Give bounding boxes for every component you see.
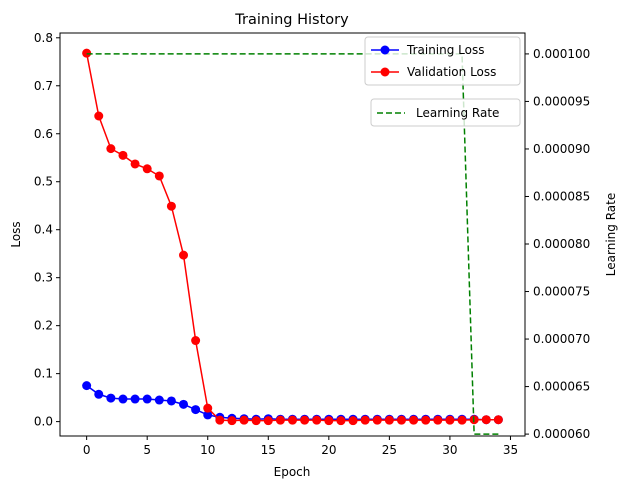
validation-loss-point (288, 415, 297, 425)
y-tick-label: 0.2 (34, 319, 53, 333)
y-axis-right: 0.000060 0.000065 0.000070 0.000075 0.000080… (525, 47, 590, 441)
validation-loss-point (372, 415, 382, 425)
legend-learning-rate: Learning Rate (370, 98, 521, 127)
y-axis-left: 0.0 0.1 0.2 0.3 0.4 0.5 0.6 0.7 0.8 (34, 31, 60, 429)
validation-loss-point (154, 171, 164, 181)
y-axis-title-right: Learning Rate (604, 193, 618, 276)
y2-tick-label: 0.000060 (533, 427, 590, 441)
legend-marker (380, 67, 390, 77)
x-tick-label: 35 (503, 443, 518, 457)
training-loss-point (166, 396, 176, 406)
training-loss-point (203, 410, 213, 420)
x-tick-label: 25 (382, 443, 397, 457)
validation-loss-point (445, 415, 455, 425)
validation-loss-point (82, 48, 92, 58)
validation-loss-point (312, 415, 322, 425)
x-tick-label: 0 (83, 443, 91, 457)
y2-tick-label: 0.000100 (533, 47, 590, 61)
validation-loss-point (275, 415, 285, 425)
validation-loss-point (396, 415, 406, 425)
training-loss-point (191, 405, 201, 415)
y2-tick-label: 0.000080 (533, 237, 590, 251)
chart-title: Training History (234, 12, 349, 28)
legend-label: Validation Loss (407, 65, 496, 79)
validation-loss-point (457, 415, 467, 425)
validation-loss-point (203, 403, 213, 413)
training-loss-point (94, 389, 104, 399)
x-axis-title: Epoch (274, 465, 311, 479)
training-loss-point (179, 399, 189, 409)
validation-loss-point (118, 150, 128, 160)
validation-loss-point (263, 416, 273, 426)
legend-box (364, 36, 521, 86)
validation-loss-point (215, 415, 225, 425)
validation-loss-point (191, 336, 201, 346)
validation-loss-point (300, 415, 310, 425)
y-tick-label: 0.7 (34, 79, 53, 93)
legend-box (370, 98, 521, 127)
validation-loss-point (166, 201, 176, 211)
y-tick-label: 0.6 (34, 127, 53, 141)
y-tick-label: 0.3 (34, 271, 53, 285)
validation-loss-point (227, 416, 237, 426)
validation-loss-point (179, 250, 189, 260)
validation-loss-point (324, 416, 334, 426)
training-loss-point (154, 395, 164, 405)
y2-tick-label: 0.000090 (533, 142, 590, 156)
y2-tick-label: 0.000085 (533, 189, 590, 203)
y-tick-label: 0.5 (34, 175, 53, 189)
x-axis: 0 5 10 15 20 25 30 35 (83, 436, 518, 457)
validation-loss-point (336, 416, 346, 426)
y-tick-label: 0.8 (34, 31, 53, 45)
validation-loss-point (94, 111, 104, 121)
y2-tick-label: 0.000095 (533, 94, 590, 108)
x-tick-label: 30 (442, 443, 457, 457)
validation-loss-point (360, 415, 370, 425)
validation-loss-point (433, 415, 443, 425)
training-loss-point (142, 394, 152, 404)
x-tick-label: 10 (200, 443, 215, 457)
training-loss-point (118, 394, 128, 404)
legend-label: Learning Rate (416, 106, 499, 120)
y2-tick-label: 0.000075 (533, 285, 590, 299)
training-loss-point (82, 381, 92, 391)
training-loss-point (106, 393, 116, 403)
y-axis-title-left: Loss (9, 221, 23, 247)
y-tick-label: 0.0 (34, 415, 53, 429)
validation-loss-point (409, 415, 419, 425)
validation-loss-point (421, 415, 431, 425)
legend-marker (380, 45, 390, 55)
training-loss-point (130, 394, 140, 404)
legend-loss: Training Loss Validation Loss (364, 36, 521, 86)
validation-loss-point (239, 415, 249, 425)
validation-loss-point (481, 415, 491, 425)
validation-loss-point (142, 164, 152, 174)
x-tick-label: 15 (261, 443, 276, 457)
validation-loss-point (384, 415, 394, 425)
legend-label: Training Loss (406, 43, 484, 57)
validation-loss-point (348, 416, 358, 426)
plot-frame (59, 32, 526, 437)
validation-loss-point (106, 144, 116, 154)
y2-tick-label: 0.000065 (533, 380, 590, 394)
validation-loss-point (251, 416, 261, 426)
y2-tick-label: 0.000070 (533, 332, 590, 346)
x-tick-label: 20 (321, 443, 336, 457)
y-tick-label: 0.1 (34, 367, 53, 381)
x-tick-label: 5 (143, 443, 151, 457)
validation-loss-point (493, 415, 503, 425)
validation-loss-point (130, 159, 140, 169)
y-tick-label: 0.4 (34, 223, 53, 237)
